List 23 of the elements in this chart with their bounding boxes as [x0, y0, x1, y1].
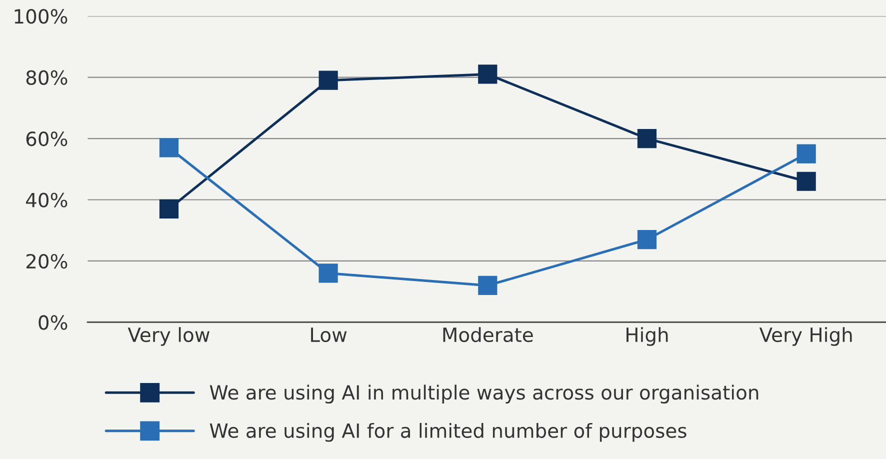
y-tick-label: 100%: [14, 9, 68, 24]
x-tick-label: Very High: [759, 327, 852, 346]
point: [318, 264, 338, 283]
point: [318, 70, 338, 90]
y-tick-label: 0%: [38, 315, 68, 330]
y-tick-label: 40%: [26, 192, 68, 208]
legend-label: We are using AI for a limited number of purposes: [210, 422, 686, 442]
legend-label: We are using AI in multiple ways across our organisation: [210, 384, 758, 404]
point: [478, 64, 498, 84]
point: [637, 128, 657, 148]
point: [478, 276, 498, 296]
point: [159, 138, 179, 158]
y-tick-label: 60%: [26, 131, 68, 146]
y-tick-label: 80%: [26, 70, 68, 85]
x-tick-label: Moderate: [443, 327, 533, 342]
point: [637, 230, 657, 250]
x-tick-label: Low: [311, 328, 347, 342]
x-tick-label: Very low: [128, 327, 210, 346]
point: [796, 172, 816, 191]
y-tick-label: 20%: [26, 254, 68, 269]
point: [159, 199, 179, 218]
point: [796, 144, 816, 164]
x-tick-label: High: [626, 327, 668, 346]
